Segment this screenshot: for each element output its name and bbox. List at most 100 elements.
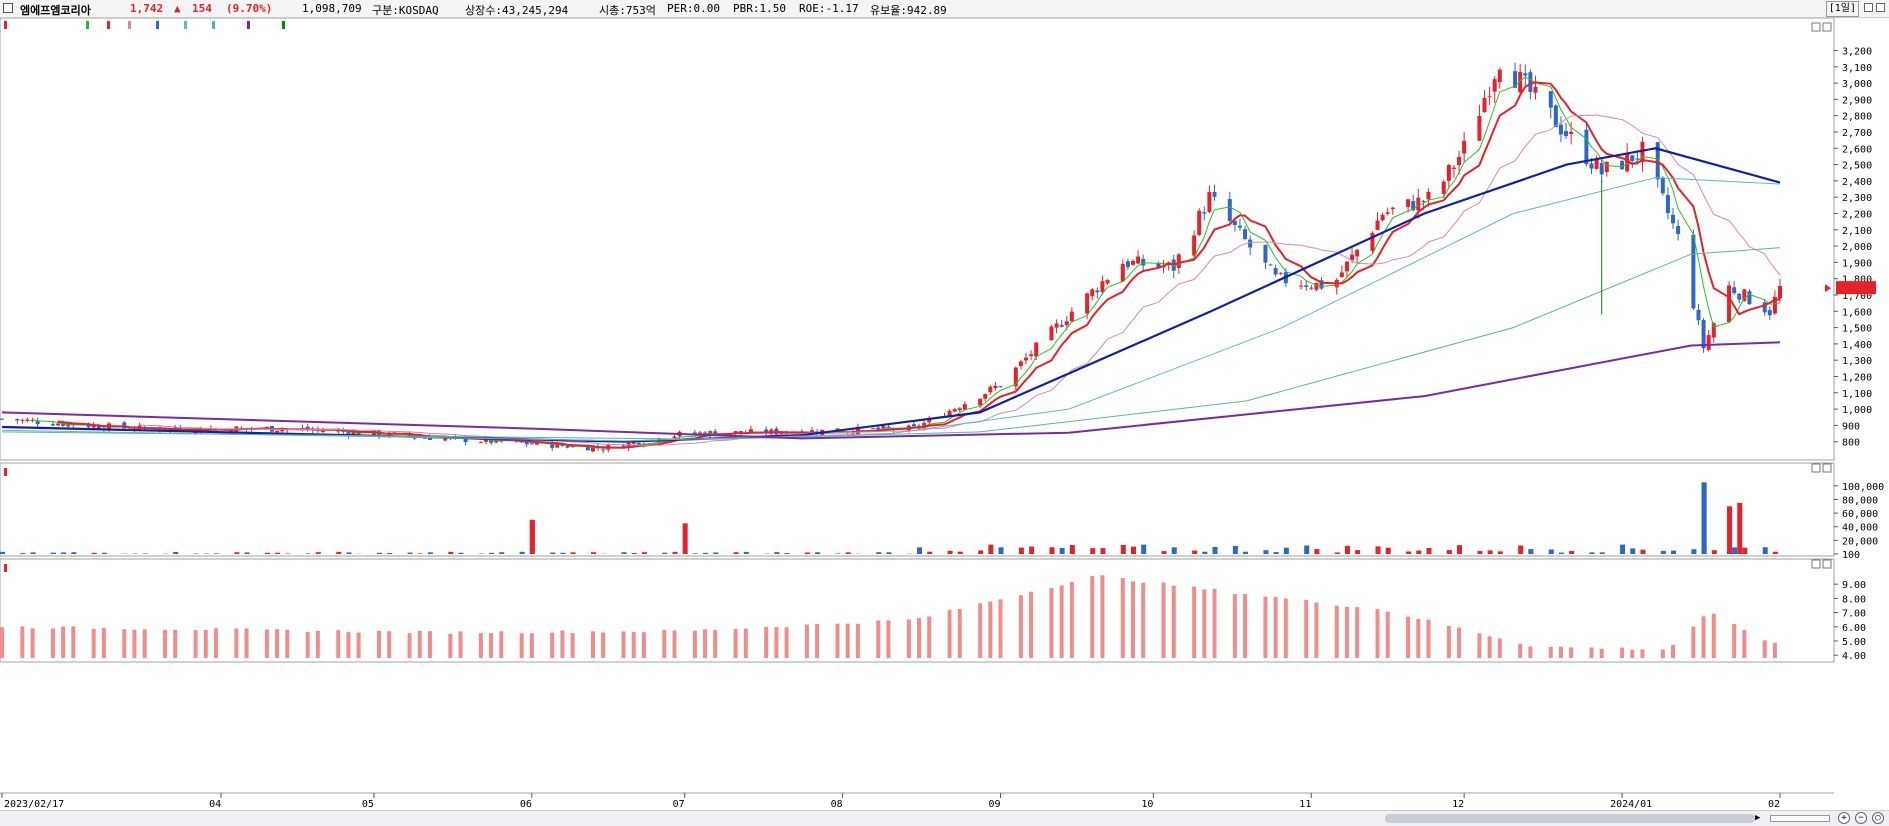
volume-bar (30, 552, 36, 554)
foreign-bar (662, 629, 667, 658)
candle (86, 424, 91, 428)
candle (1029, 354, 1034, 356)
current-price-marker (1825, 284, 1831, 293)
volume-bar (1283, 547, 1289, 554)
candle (1533, 86, 1538, 93)
foreign-bar (1548, 647, 1553, 658)
zoom-out-icon[interactable]: − (1855, 812, 1867, 824)
candle (1676, 225, 1681, 235)
foreign-bar (998, 599, 1003, 658)
foreign-bar (1762, 640, 1767, 658)
panel-restore-icon[interactable] (1811, 559, 1821, 569)
candle (1441, 181, 1446, 194)
price-tick-label: 2,300 (1842, 193, 1872, 204)
foreign-bar (458, 631, 463, 658)
foreign-bar (1528, 646, 1533, 658)
volume-bar (264, 552, 270, 554)
panel-restore-icon[interactable] (1811, 22, 1821, 32)
volume-bar (1385, 547, 1391, 554)
restore-icon[interactable] (1864, 3, 1873, 12)
horizontal-scrollbar[interactable]: ▶ + − ○ (0, 810, 1889, 826)
candle (1390, 207, 1395, 210)
volume-bar (1599, 552, 1605, 554)
chart-canvas[interactable]: 800 900 1,000 1,100 1,200 1,300 1,400 1,500 1,60… (0, 18, 1889, 810)
candle (1197, 210, 1202, 235)
candle (911, 424, 916, 427)
candle (672, 436, 677, 439)
candle (1426, 191, 1431, 200)
volume-bar (570, 552, 576, 554)
panel-close-icon[interactable] (1822, 559, 1832, 569)
scroll-thumb[interactable] (1385, 814, 1755, 823)
foreign-bar (203, 630, 208, 658)
foreign-bar (1569, 647, 1574, 658)
candle (1778, 286, 1782, 299)
volume-bar (703, 552, 709, 554)
candle (555, 443, 560, 448)
foreign-bar (519, 633, 524, 658)
candle (1268, 264, 1273, 266)
current-price: 1,742 (130, 2, 164, 15)
scroll-right-icon[interactable]: ▶ (1755, 813, 1761, 823)
volume-bar (804, 552, 810, 554)
foreign-bar (71, 626, 76, 658)
legend-marker (4, 468, 7, 476)
foreign-tick-label: 9.00 (1842, 580, 1866, 591)
foreign-bar (1375, 609, 1380, 658)
price-tick-label: 2,200 (1842, 209, 1872, 220)
zoom-slider[interactable] (1770, 815, 1830, 822)
panel-close-icon[interactable] (1822, 463, 1832, 473)
candle (1339, 272, 1344, 277)
market-label: 구분:KOSDAQ (372, 4, 439, 17)
period-selector[interactable]: [1일] (1825, 1, 1859, 17)
candle (1671, 214, 1676, 224)
date-tick-label: 05 (362, 799, 374, 810)
volume-bar (315, 552, 321, 554)
foreign-bar (774, 627, 779, 658)
foreign-bar (743, 628, 748, 658)
price-change-pct: (9.70%) (226, 2, 273, 15)
date-tick-label: 08 (831, 799, 843, 810)
foreign-bar (978, 603, 983, 658)
candle (621, 445, 626, 448)
candle (1477, 116, 1482, 141)
foreign-bar (1558, 646, 1563, 658)
zoom-in-icon[interactable]: + (1838, 812, 1850, 824)
candle (1767, 310, 1772, 316)
volume-bar (529, 519, 535, 554)
candle (1130, 260, 1135, 265)
foreign-bar (1334, 605, 1339, 658)
zoom-reset-icon[interactable]: ○ (1872, 812, 1884, 824)
foreign-bar (947, 609, 952, 658)
foreign-bar (142, 629, 147, 658)
volume-tick-label: 60,000 (1842, 509, 1878, 520)
foreign-bar (1640, 649, 1645, 658)
foreign-bar (927, 616, 932, 658)
volume-tick-label: 80,000 (1842, 495, 1878, 506)
volume-bar (927, 551, 933, 554)
volume-bar (1141, 544, 1147, 554)
volume-bar (234, 552, 240, 554)
close-icon[interactable] (1876, 3, 1885, 12)
volume-bar (275, 552, 281, 554)
foreign-bar (427, 631, 432, 658)
panel-close-icon[interactable] (1822, 22, 1832, 32)
volume-bar (1732, 547, 1738, 554)
volume-bar (947, 550, 953, 554)
panel-restore-icon[interactable] (1811, 463, 1821, 473)
foreign-bar (570, 633, 575, 658)
foreign-bar (1212, 588, 1217, 658)
candle (1095, 290, 1100, 293)
candle (1446, 165, 1451, 181)
foreign-bar (417, 630, 422, 658)
stock-name[interactable]: 엠에프엠코리아 (20, 4, 91, 17)
volume-bar (1446, 550, 1452, 554)
volume-bar (631, 552, 637, 554)
volume-bar (662, 552, 668, 554)
select-checkbox[interactable] (3, 3, 13, 13)
candle (1416, 197, 1421, 211)
foreign-bar (672, 630, 677, 658)
candle (427, 437, 432, 440)
volume-bar (101, 552, 107, 554)
volume-bar (621, 552, 627, 554)
